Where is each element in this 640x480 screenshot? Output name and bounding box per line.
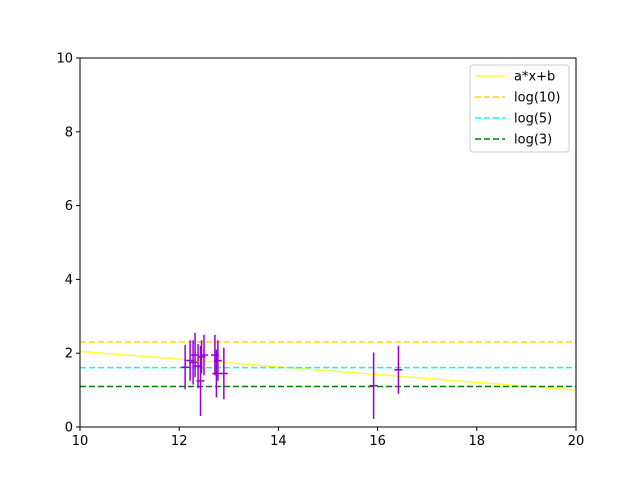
- errorbar-points: [181, 332, 403, 419]
- errorbar-point-12: [369, 352, 378, 419]
- legend: a*x+b log(10) log(5) log(3): [469, 64, 570, 153]
- x-tick-label: 12: [171, 434, 188, 449]
- errorbar-point-0: [181, 345, 190, 390]
- x-tick-label: 16: [369, 434, 386, 449]
- axes: 10 12 14 16 18 20 0 2 4 6 8 10: [56, 52, 584, 450]
- errorbar-point-13: [394, 345, 403, 394]
- legend-label-2: log(5): [514, 112, 552, 127]
- y-tick-label: 4: [65, 273, 73, 288]
- y-tick-label: 6: [65, 199, 73, 214]
- series-layer: [79, 341, 577, 391]
- y-tick-label: 0: [65, 421, 73, 436]
- plot-frame: [79, 57, 577, 428]
- errorbar-point-7: [200, 334, 208, 376]
- legend-label-0: a*x+b: [514, 70, 555, 85]
- legend-label-3: log(3): [514, 133, 552, 148]
- x-tick-label: 18: [469, 434, 486, 449]
- legend-label-1: log(10): [514, 91, 561, 106]
- legend-box: [469, 64, 570, 153]
- x-tick-label: 10: [72, 434, 89, 449]
- x-tick-label: 14: [270, 434, 287, 449]
- errorbar-point-11: [219, 347, 228, 400]
- x-tick-label: 20: [568, 434, 585, 449]
- y-tick-label: 2: [65, 347, 73, 362]
- series-line-0: [79, 350, 577, 391]
- errorbar-point-9: [212, 349, 221, 398]
- y-tick-label: 8: [65, 125, 73, 140]
- y-tick-label: 10: [56, 52, 73, 67]
- errorbar-point-10: [213, 340, 222, 381]
